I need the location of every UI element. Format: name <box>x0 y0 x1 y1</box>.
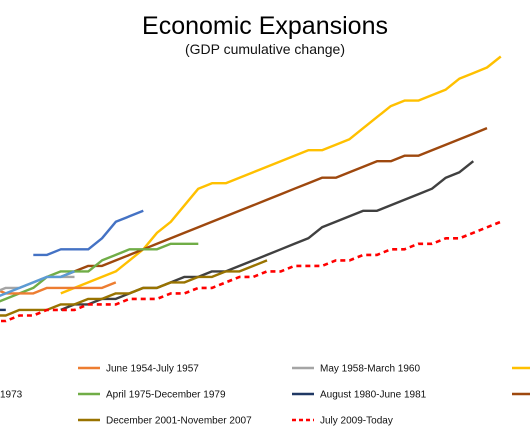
series-line-3 <box>33 209 144 257</box>
legend-label-0: June 1954-July 1957 <box>106 364 199 375</box>
series-line-0 <box>60 55 502 295</box>
series-line-9 <box>0 259 268 317</box>
legend-label-4: August 1980-June 1981 <box>320 390 427 401</box>
legend-label-5: December 2001-November 2007 <box>106 416 252 427</box>
series-line-1 <box>60 126 488 279</box>
legend-label-6: July 2009-Today <box>320 416 393 427</box>
chart-title: Economic Expansions <box>142 12 388 40</box>
legend-label-3: April 1975-December 1979 <box>106 390 226 401</box>
series-line-2 <box>60 160 475 312</box>
series-line-5 <box>0 281 117 295</box>
legend: June 1954-July 1957 May 1958-March 1960 19… <box>0 364 530 427</box>
series-line-10 <box>0 220 502 323</box>
series-line-4 <box>0 242 199 303</box>
legend-label-2: 1973 <box>0 390 23 401</box>
series-line-7 <box>0 270 75 298</box>
legend-label-1: May 1958-March 1960 <box>320 364 420 375</box>
chart-subtitle: (GDP cumulative change) <box>185 41 345 57</box>
plot-area <box>0 55 502 323</box>
